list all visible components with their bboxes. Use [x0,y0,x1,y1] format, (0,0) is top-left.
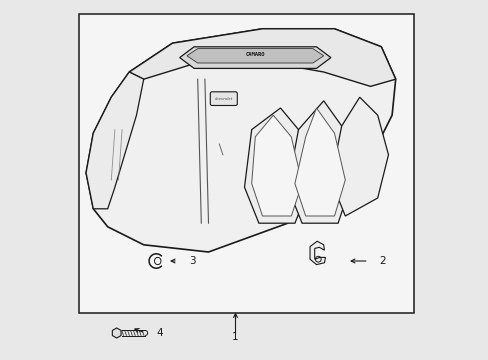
Polygon shape [112,328,121,338]
Text: chevrolet: chevrolet [214,96,233,101]
Polygon shape [294,108,345,216]
Text: 3: 3 [188,256,195,266]
Polygon shape [309,241,325,265]
Polygon shape [129,29,395,86]
Bar [79,14,413,313]
Text: 1: 1 [232,332,238,342]
Polygon shape [86,72,143,209]
Text: CAMARO: CAMARO [245,52,264,57]
Polygon shape [179,47,330,68]
Polygon shape [86,29,395,252]
Polygon shape [287,101,352,223]
Polygon shape [251,115,302,216]
Text: 2: 2 [379,256,386,266]
Polygon shape [330,97,387,216]
Text: 4: 4 [156,328,163,338]
FancyBboxPatch shape [210,92,237,105]
Polygon shape [244,108,309,223]
Polygon shape [186,49,323,63]
